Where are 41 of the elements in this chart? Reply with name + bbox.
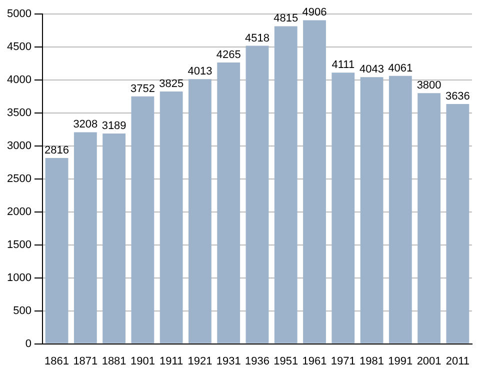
data-label: 4013 bbox=[188, 66, 212, 78]
y-tick-label: 2000 bbox=[6, 206, 32, 218]
y-tick-label: 3000 bbox=[6, 140, 32, 152]
data-label: 3800 bbox=[416, 80, 442, 92]
x-tick-label: 1881 bbox=[102, 355, 126, 368]
data-label: 4906 bbox=[302, 6, 327, 19]
y-tick-label: 4500 bbox=[6, 41, 32, 54]
x-tick-label: 1861 bbox=[44, 355, 70, 368]
data-label: 4518 bbox=[244, 32, 270, 44]
x-tick-label: 1901 bbox=[130, 355, 155, 368]
x-tick-label: 2011 bbox=[446, 355, 470, 368]
x-tick-label: 1951 bbox=[274, 355, 298, 368]
x-tick-label: 1961 bbox=[302, 355, 327, 368]
data-label: 4043 bbox=[360, 64, 384, 76]
data-label: 3825 bbox=[159, 78, 184, 90]
data-label: 3752 bbox=[130, 82, 155, 95]
data-label: 3208 bbox=[73, 118, 98, 131]
x-tick-label: 1981 bbox=[360, 355, 384, 368]
data-label: 4061 bbox=[388, 62, 413, 74]
x-tick-label: 1911 bbox=[160, 355, 184, 368]
x-tick-label: 1921 bbox=[188, 355, 212, 368]
data-label: 2816 bbox=[44, 144, 70, 157]
x-tick-label: 1971 bbox=[330, 355, 356, 368]
y-tick-label: 2500 bbox=[6, 172, 32, 185]
y-tick-label: 1500 bbox=[6, 238, 32, 251]
x-tick-label: 1931 bbox=[216, 355, 241, 368]
y-tick-label: 0 bbox=[25, 338, 32, 350]
data-label: 4815 bbox=[274, 12, 298, 25]
data-label: 3636 bbox=[445, 90, 470, 102]
y-tick-label: 5000 bbox=[6, 8, 32, 20]
y-tick-label: 1000 bbox=[6, 272, 32, 284]
data-label: 3189 bbox=[102, 120, 126, 132]
y-tick-label: 3500 bbox=[6, 106, 32, 119]
x-tick-label: 1871 bbox=[73, 355, 98, 368]
y-tick-label: 500 bbox=[13, 304, 32, 317]
data-label: 4265 bbox=[216, 49, 241, 62]
data-label: 4111 bbox=[332, 59, 355, 72]
x-tick-label: 2001 bbox=[416, 355, 442, 368]
y-tick-label: 4000 bbox=[6, 74, 32, 86]
x-tick-label: 1991 bbox=[388, 355, 413, 368]
x-tick-label: 1936 bbox=[244, 355, 270, 368]
